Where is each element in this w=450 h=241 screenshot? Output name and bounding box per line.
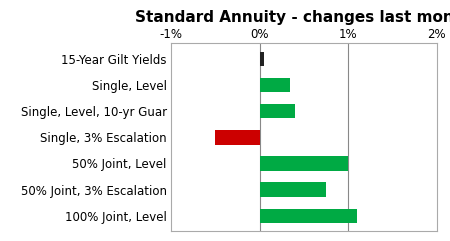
Bar xyxy=(215,130,260,145)
Bar xyxy=(260,104,295,118)
Bar xyxy=(260,182,326,197)
Bar xyxy=(260,78,291,92)
Bar xyxy=(260,52,264,66)
Bar xyxy=(260,156,348,171)
Bar xyxy=(260,208,357,223)
Title: Standard Annuity - changes last month: Standard Annuity - changes last month xyxy=(135,10,450,25)
